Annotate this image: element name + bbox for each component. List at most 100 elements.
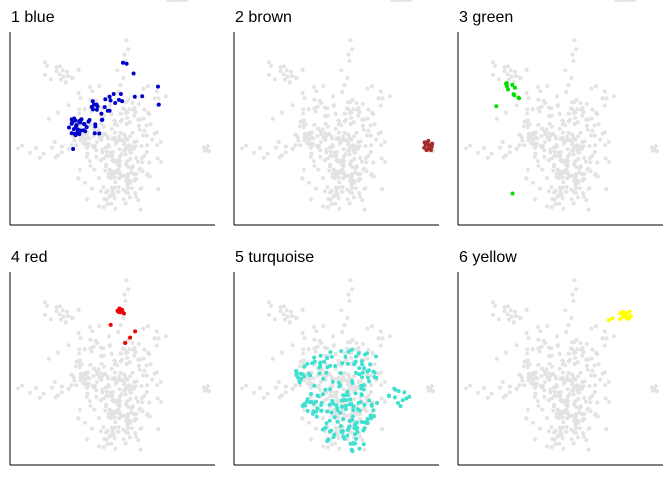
background-point [74,143,79,148]
data-point [329,410,334,415]
background-point [360,198,365,203]
background-point [121,75,126,80]
background-point [535,376,540,381]
background-point [556,343,561,348]
background-point [98,158,103,163]
background-point [140,160,145,165]
panel-2: 2 brown [233,0,439,226]
data-point [351,404,356,409]
background-point [574,143,579,148]
background-point [341,147,346,152]
background-point [315,134,320,138]
data-point [121,60,125,65]
background-point [64,69,69,74]
background-point [80,135,85,140]
background-point [544,367,549,372]
background-point [266,313,271,317]
background-point [283,390,288,395]
background-point [90,426,95,431]
background-point [552,393,557,398]
background-point [538,426,543,431]
background-point [574,383,579,388]
background-point [350,143,355,148]
background-point [127,435,132,440]
background-point [55,110,60,115]
background-point [268,303,273,308]
background-point [383,159,388,164]
background-point [112,425,117,430]
background-point [125,417,130,422]
background-point [588,400,593,405]
data-point [94,107,99,112]
background-point [570,292,575,297]
background-point [586,186,591,191]
data-point [314,399,318,404]
background-point [201,145,206,150]
background-point [104,149,109,154]
data-point [69,117,74,122]
background-point [558,390,563,394]
background-point [590,393,595,398]
background-point [354,341,359,345]
background-point [240,386,245,391]
background-point [131,172,136,177]
background-point [103,408,108,413]
background-point [352,134,357,139]
data-point [107,94,112,99]
background-point [244,383,249,388]
background-point [132,345,137,350]
background-point [117,161,122,166]
data-point [308,400,313,405]
background-point [360,117,365,122]
background-point [306,382,311,387]
background-point [293,143,298,148]
background-point [590,128,595,133]
background-point [554,383,559,388]
background-point [137,367,142,372]
panel-4: 4 red [9,0,215,466]
background-point [145,383,150,388]
background-point [109,441,114,446]
background-point [96,127,101,132]
background-point [128,397,133,401]
background-point [122,413,127,418]
background-point [136,357,141,362]
background-point [334,172,339,177]
background-point [569,315,574,320]
background-point [528,135,533,140]
background-point [340,137,345,142]
background-point [28,150,33,155]
background-point [536,363,541,367]
data-point [120,307,125,312]
background-point [110,158,115,163]
background-point [365,133,369,138]
background-point [118,130,123,135]
background-point [66,103,71,108]
data-point [341,417,346,422]
background-point [530,107,535,112]
background-point [69,383,74,388]
background-point [560,118,565,123]
background-point [94,148,99,153]
background-point [108,433,113,438]
background-point [278,69,283,74]
background-point [53,395,58,400]
background-point [333,441,338,446]
data-point [321,376,326,381]
background-point [330,376,334,381]
background-point [128,157,133,161]
data-point [329,354,334,359]
background-point [121,315,126,320]
background-point [148,122,153,127]
background-point [655,389,660,394]
background-point [126,47,131,52]
background-point [545,444,549,449]
background-point [509,74,514,79]
background-point [532,197,537,202]
background-point [587,143,592,148]
background-point [329,442,334,447]
data-point [302,374,307,379]
background-point [576,397,581,401]
background-point [561,206,566,211]
